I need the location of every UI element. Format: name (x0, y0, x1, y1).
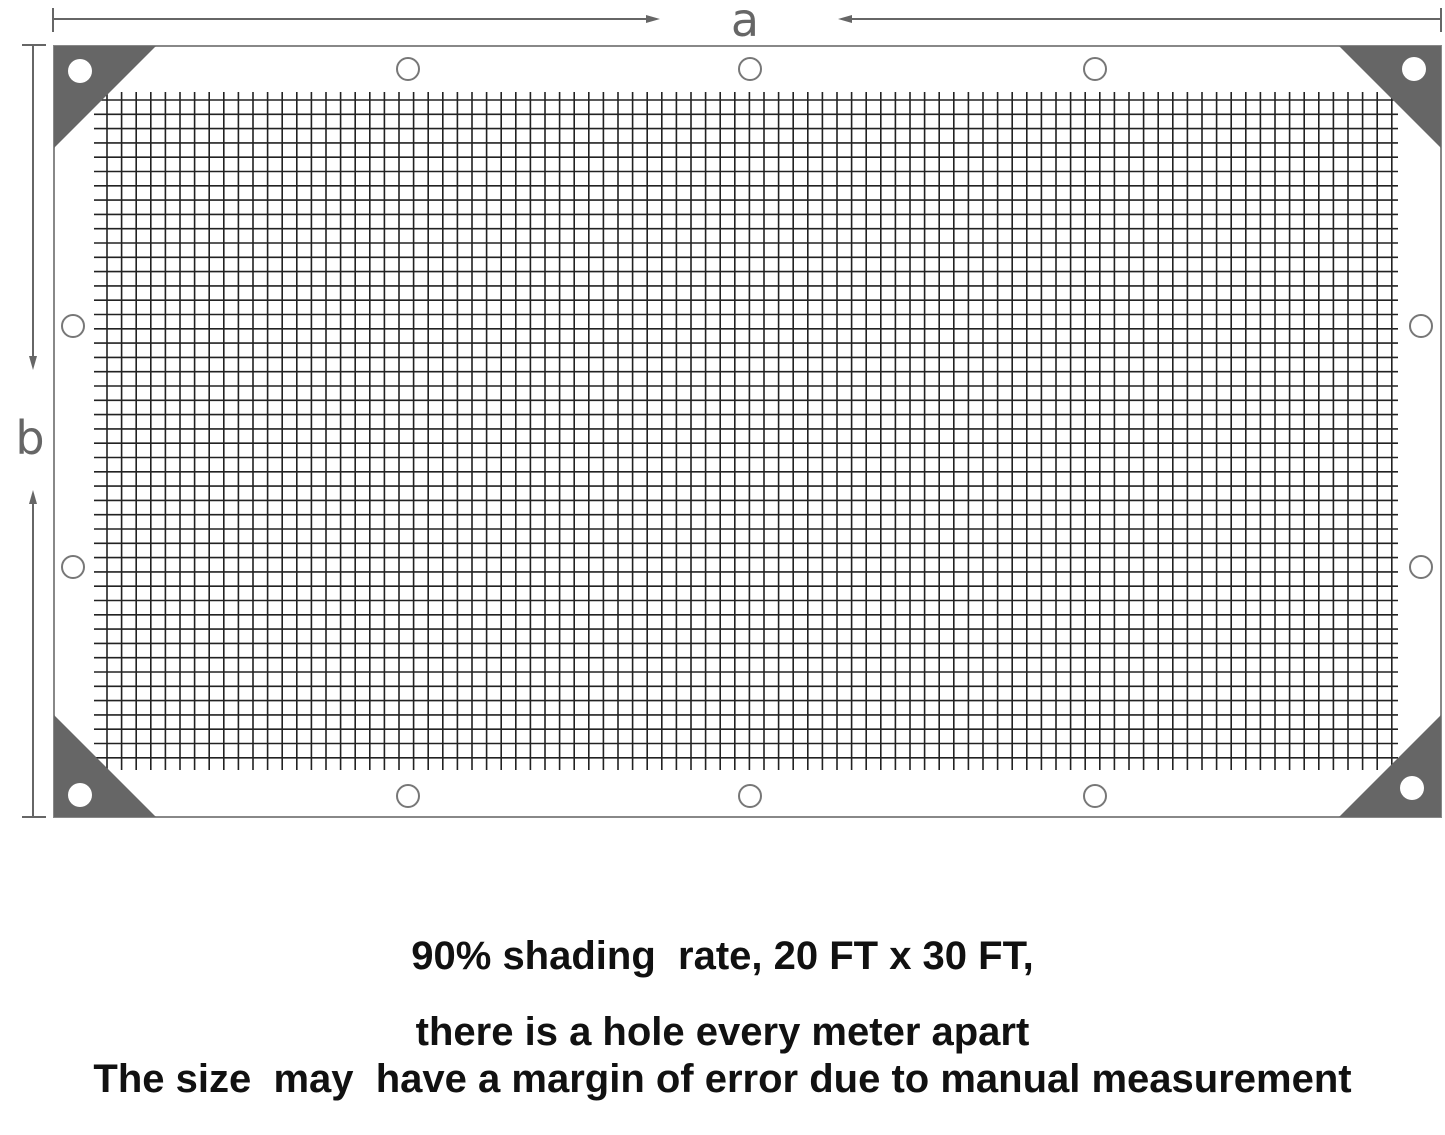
mesh-grid (94, 92, 1398, 770)
net-border (53, 45, 1442, 818)
height-dimension (22, 44, 46, 818)
corner-reinforcements (54, 46, 1441, 817)
grommets (61, 57, 1433, 808)
caption-line-1: 90% shading rate, 20 FT x 30 FT, (411, 934, 1034, 978)
width-dimension (52, 8, 1442, 32)
corner-bottom-right (1339, 715, 1441, 817)
corner-bottom-left (54, 715, 156, 817)
height-label: b (15, 411, 44, 465)
corner-top-left (54, 46, 156, 148)
caption-line-3: The size may have a margin of error due … (93, 1057, 1352, 1101)
caption-line-2: there is a hole every meter apart (415, 1010, 1030, 1054)
corner-top-right (1339, 46, 1441, 148)
width-label: a (731, 0, 759, 47)
